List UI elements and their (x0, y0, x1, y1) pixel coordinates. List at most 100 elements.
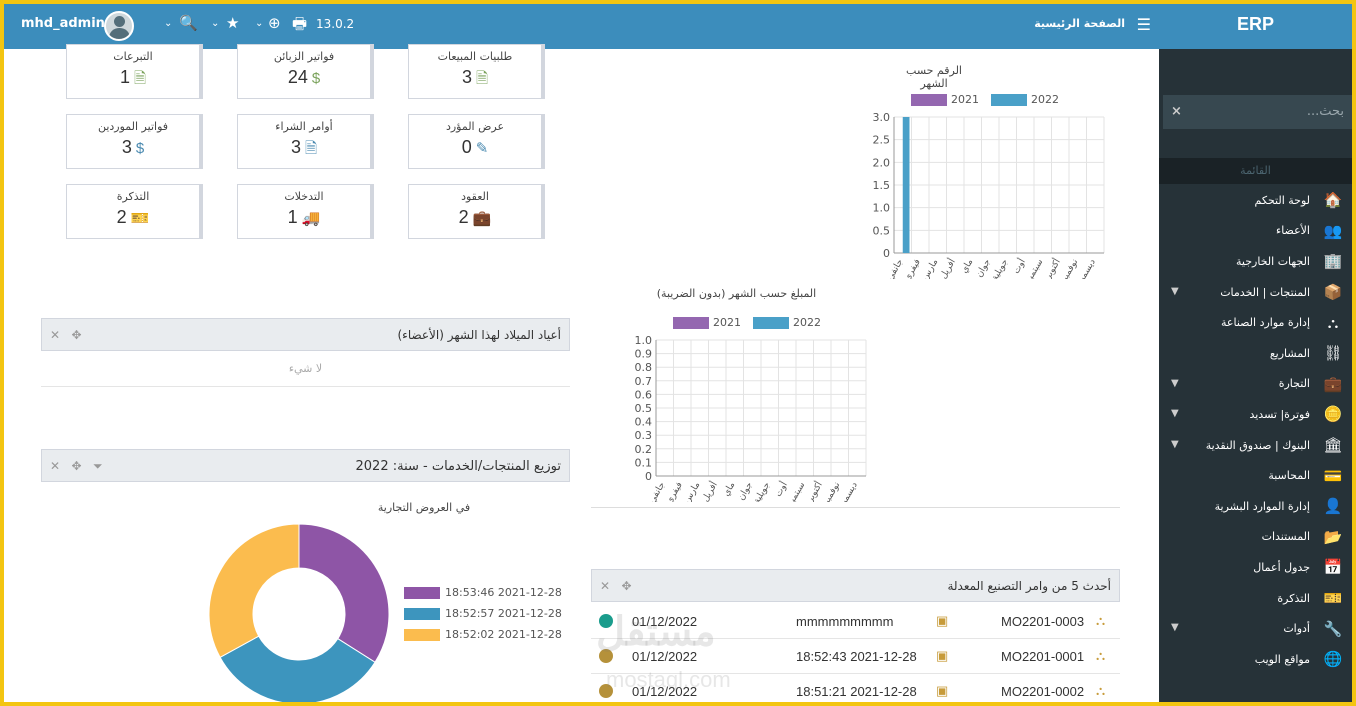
stat-box[interactable]: فواتير الزبائن 24 $ (237, 44, 374, 99)
sidebar-item-label: جدول أعمال (1253, 560, 1310, 574)
legend-item[interactable]: 18:52:02 2021-12-28 (404, 628, 562, 649)
table-row[interactable]: 01/12/2022 mmmmmmmmm ▣ MO2201-0003 ⛬ (591, 604, 1120, 639)
legend-swatch (404, 587, 440, 599)
sidebar-item-8[interactable]: 🏛 البنوك | صندوق النقدية ▼ (1159, 430, 1352, 461)
chevron-down-icon[interactable]: ⌄ (164, 18, 173, 29)
move-icon[interactable]: ✥ (621, 579, 632, 593)
sidebar-item-12[interactable]: 📅 جدول أعمال (1159, 552, 1352, 583)
clear-search-icon[interactable]: × (1171, 104, 1182, 119)
filter-icon[interactable]: ⏷ (93, 459, 103, 473)
legend-item-2022[interactable]: 2022 (991, 93, 1059, 106)
close-icon[interactable]: ✕ (600, 579, 611, 593)
sidebar-item-6[interactable]: 💼 التجارة ▼ (1159, 369, 1352, 400)
plus-circle-icon[interactable]: ⊕ (268, 14, 281, 32)
stat-box[interactable]: فواتير الموردين 3 $ (66, 114, 203, 169)
sidebar-item-7[interactable]: 🪙 فوترة| تسديد ▼ (1159, 399, 1352, 430)
legend-item-2022[interactable]: 2022 (753, 316, 821, 329)
mo-product-link[interactable]: 18:52:43 2021-12-28 (796, 649, 917, 664)
search-icon[interactable]: 🔍 (179, 14, 198, 32)
sidebar-item-label: المشاريع (1269, 346, 1310, 360)
table-row[interactable]: 01/12/2022 18:52:43 2021-12-28 ▣ MO2201-000… (591, 639, 1120, 674)
sidebar-item-14[interactable]: 🔧 أدوات ▼ (1159, 613, 1352, 644)
chevron-down-icon[interactable]: ▼ (1171, 622, 1179, 634)
search-input[interactable]: بحث... × (1163, 95, 1352, 129)
stat-label: أوامر الشراء (275, 120, 333, 133)
username-label[interactable]: mhd_admin (21, 16, 105, 31)
sidebar-item-3[interactable]: 📦 المنتجات | الخدمات ▼ (1159, 277, 1352, 308)
sidebar-item-0[interactable]: 🏠 لوحة التحكم (1159, 185, 1352, 216)
mo-product-link[interactable]: 18:51:21 2021-12-28 (796, 684, 917, 699)
stat-box[interactable]: التبرعات 1 🗎 (66, 44, 203, 99)
chevron-down-icon[interactable]: ▼ (1171, 285, 1179, 297)
sidebar-item-11[interactable]: 📂 المستندات (1159, 522, 1352, 553)
chevron-down-icon[interactable]: ⌄ (255, 18, 264, 29)
sidebar-item-9[interactable]: 💳 المحاسبة (1159, 460, 1352, 491)
stat-value: 1 (287, 207, 298, 227)
watermark-logo: مستقل (596, 610, 716, 654)
stat-box[interactable]: العقود 2 💼 (408, 184, 545, 239)
sidebar-item-label: المنتجات | الخدمات (1220, 285, 1310, 299)
donut-slice-1 (219, 635, 376, 702)
chart-2-bar-chart: 00.10.20.30.40.50.60.70.80.91.0 جانفيفيفر… (635, 334, 867, 503)
sidebar-item-2[interactable]: 🏢 الجهات الخارجية (1159, 246, 1352, 277)
table-row[interactable]: 01/12/2022 18:51:21 2021-12-28 ▣ MO2201-000… (591, 674, 1120, 702)
sidebar-item-label: البنوك | صندوق النقدية (1205, 438, 1310, 452)
cubes-icon: ⛬ (1096, 613, 1106, 628)
stat-box[interactable]: التذكرة 2 🎫 (66, 184, 203, 239)
stat-box[interactable]: التدخلات 1 🚚 (237, 184, 374, 239)
user-tie-icon: 👤 (1323, 497, 1343, 516)
sidebar-item-1[interactable]: 👥 الأعضاء (1159, 216, 1352, 247)
cube-icon: ▣ (936, 683, 949, 698)
brand-logo[interactable]: ERP (1159, 4, 1352, 49)
top-navbar: ☰ الصفحة الرئيسية 13.0.2 🖶 ⊕ ⌄ ★ ⌄ 🔍 ⌄ m… (4, 4, 1159, 49)
mo-ref-link[interactable]: MO2201-0003 (1001, 614, 1085, 629)
print-icon[interactable]: 🖶 (292, 14, 308, 33)
stat-box[interactable]: عرض المؤرد 0 ✎ (408, 114, 545, 169)
x-tick-label: ديسمبر (1075, 258, 1098, 280)
stat-value: 3 (290, 137, 301, 157)
mo-product-link[interactable]: mmmmmmmmm (796, 614, 894, 629)
search-placeholder: بحث... (1306, 104, 1344, 119)
legend-item-2021[interactable]: 2021 (911, 93, 979, 106)
cube-icon: 📦 (1323, 283, 1343, 302)
chevron-down-icon[interactable]: ⌄ (211, 18, 220, 29)
file-alt-icon: 🗎 (133, 70, 147, 87)
home-link[interactable]: الصفحة الرئيسية (1034, 17, 1125, 30)
legend-item[interactable]: 18:53:46 2021-12-28 (404, 586, 562, 607)
version-label: 13.0.2 (316, 17, 355, 31)
x-tick-label: أكتوبر (1041, 257, 1063, 280)
move-icon[interactable]: ✥ (71, 328, 82, 342)
close-icon[interactable]: ✕ (50, 328, 61, 342)
ambulance-icon: 🚚 (301, 210, 321, 227)
chart-1-title: الرقم حسب الشهر (906, 64, 962, 90)
sidebar-item-label: فوترة| تسديد (1249, 407, 1310, 421)
sidebar-item-10[interactable]: 👤 إدارة الموارد البشرية (1159, 491, 1352, 522)
x-tick-label: جانفي (885, 258, 905, 280)
stat-box[interactable]: طلبيات المبيعات 3 🗎 (408, 44, 545, 99)
mo-ref-link[interactable]: MO2201-0002 (1001, 684, 1085, 699)
chevron-down-icon[interactable]: ▼ (1171, 377, 1179, 389)
sidebar-item-4[interactable]: ⛬ إدارة موارد الصناعة (1159, 307, 1352, 338)
sidebar-item-13[interactable]: 🎫 التذكرة (1159, 583, 1352, 614)
chevron-down-icon[interactable]: ▼ (1171, 438, 1179, 450)
x-tick-label: فيفري (664, 481, 684, 503)
menu-section-label: القائمة (1159, 158, 1352, 184)
stat-value: 3 (121, 137, 132, 157)
star-icon[interactable]: ★ (226, 14, 240, 32)
sidebar-item-15[interactable]: 🌐 مواقع الويب (1159, 644, 1352, 675)
folder-open-icon: 📂 (1323, 527, 1343, 546)
sidebar-item-5[interactable]: ⛓ المشاريع (1159, 338, 1352, 369)
mo-ref-link[interactable]: MO2201-0001 (1001, 649, 1085, 664)
mo-panel-header: أحدث 5 من وامر التصنيع المعدلة ✕ ✥ (591, 569, 1120, 602)
move-icon[interactable]: ✥ (71, 459, 82, 473)
legend-label: 18:52:57 2021-12-28 (445, 607, 562, 620)
avatar[interactable] (104, 11, 134, 41)
legend-item[interactable]: 18:52:57 2021-12-28 (404, 607, 562, 628)
menu-toggle-icon[interactable]: ☰ (1136, 15, 1151, 34)
close-icon[interactable]: ✕ (50, 459, 61, 473)
sidebar-item-label: مواقع الويب (1254, 652, 1310, 666)
legend-item-2021[interactable]: 2021 (673, 316, 741, 329)
chevron-down-icon[interactable]: ▼ (1171, 408, 1179, 420)
sidebar-item-label: الأعضاء (1276, 224, 1310, 238)
stat-box[interactable]: أوامر الشراء 3 🗎 (237, 114, 374, 169)
